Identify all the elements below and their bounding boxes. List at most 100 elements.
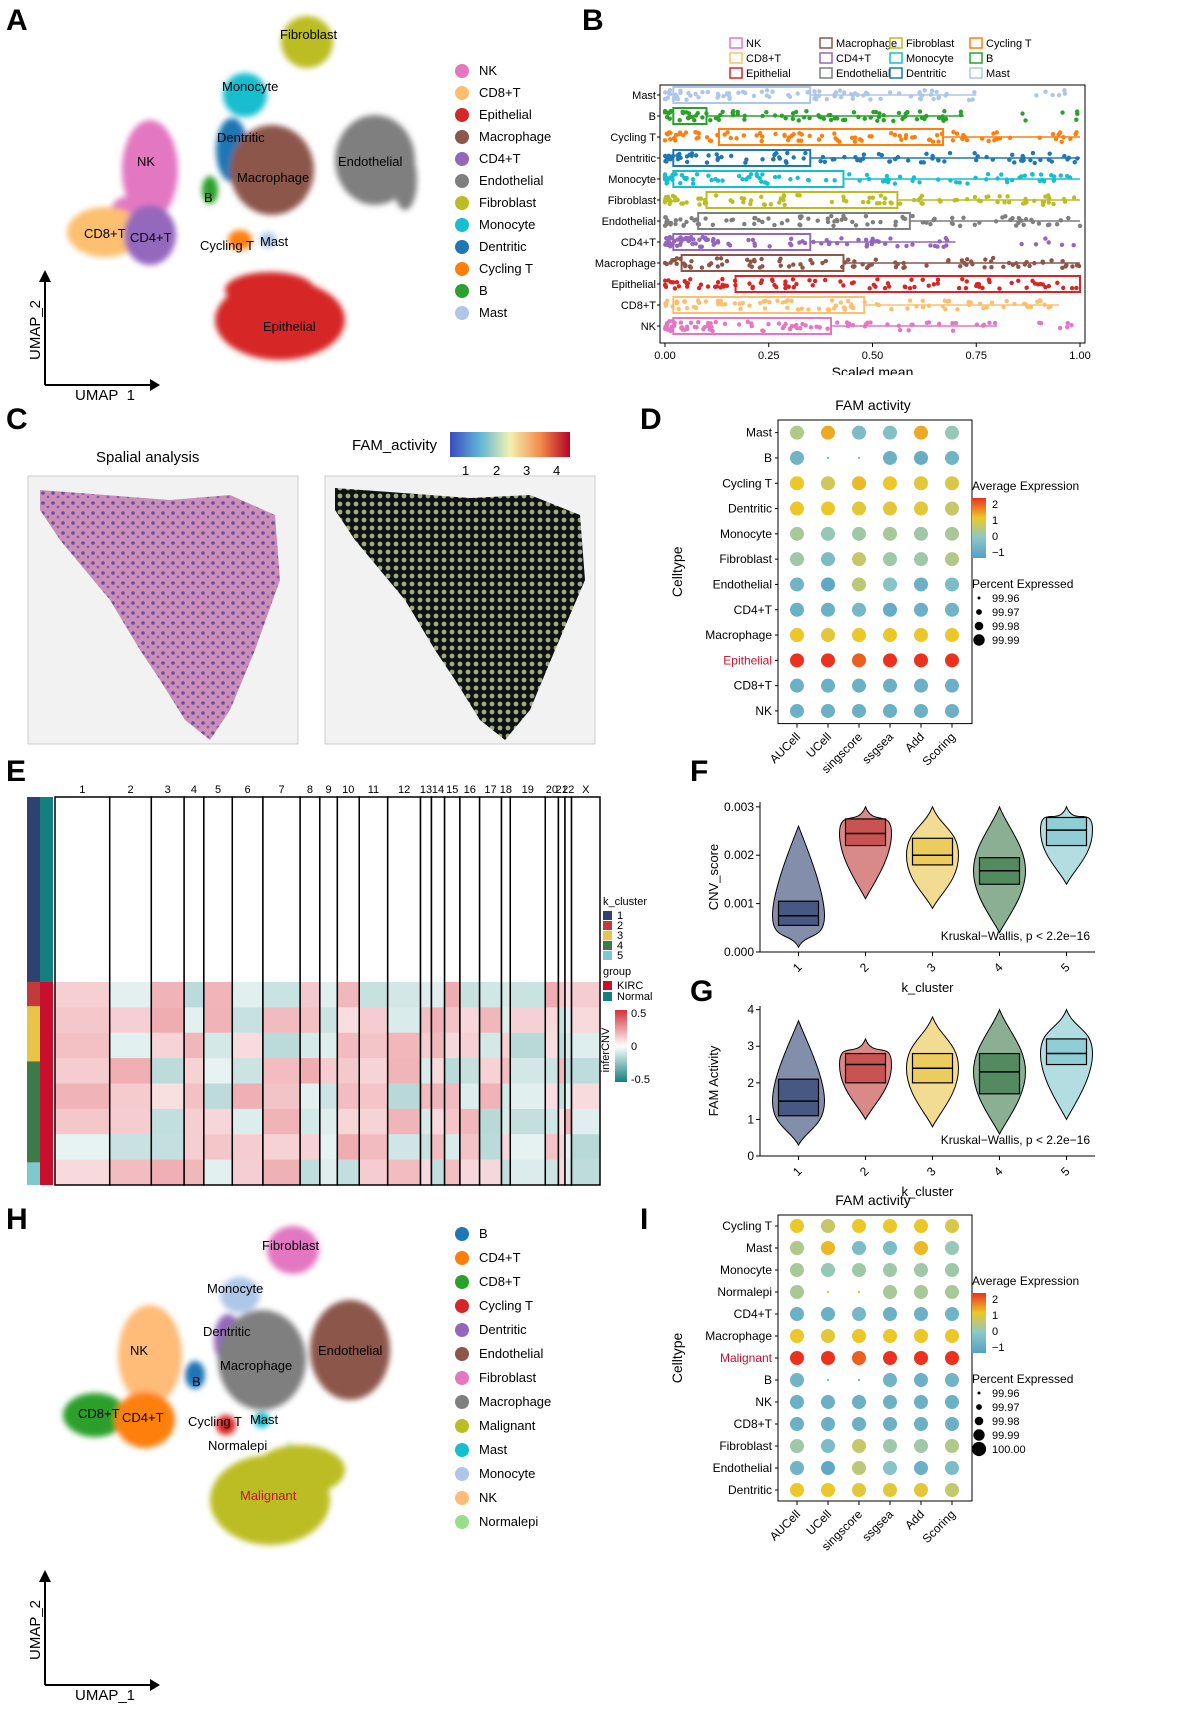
b-point xyxy=(747,281,752,286)
dot-mark xyxy=(914,577,928,592)
b-point xyxy=(806,307,811,312)
b-point xyxy=(989,300,995,305)
dot-row-label: Fibroblast xyxy=(719,552,772,566)
cluster-h-fibroblast xyxy=(267,1226,319,1274)
b-point xyxy=(752,243,758,248)
b-point xyxy=(727,243,733,248)
cnv-cell xyxy=(232,981,263,1008)
b-point xyxy=(936,115,942,121)
b-point xyxy=(814,324,819,329)
chromosome-label: 19 xyxy=(522,784,534,796)
dot-mark xyxy=(790,1417,804,1431)
b-point xyxy=(833,136,838,141)
violin-box xyxy=(844,818,887,847)
b-point xyxy=(713,193,719,198)
dot-ylabel: Celltype xyxy=(669,546,685,597)
b-point xyxy=(668,326,674,331)
cnv-cell xyxy=(459,981,480,1008)
b-point xyxy=(747,263,752,268)
b-point xyxy=(883,241,888,247)
legend-label: Fibroblast xyxy=(479,195,537,211)
cnv-cell xyxy=(459,1083,480,1109)
dot-size-swatch xyxy=(974,1416,984,1426)
dot-mark xyxy=(945,1307,959,1321)
b-point xyxy=(690,177,696,182)
b-point xyxy=(889,307,894,312)
dot-size-swatch xyxy=(974,621,984,631)
legend-item: CD4+T xyxy=(455,150,521,166)
dot-mark xyxy=(945,1395,959,1409)
legend-item: CD4+T xyxy=(455,1249,521,1265)
b-point xyxy=(728,153,734,159)
cnv-cell xyxy=(319,1058,338,1084)
chromosome-label: 18 xyxy=(500,784,512,796)
b-series xyxy=(662,86,1068,104)
legend-item: Monocyte xyxy=(455,1465,535,1481)
legend-swatch xyxy=(455,305,469,320)
violin-group xyxy=(838,805,893,900)
chromosome-label: 11 xyxy=(368,784,379,796)
b-point xyxy=(698,282,704,287)
b-point xyxy=(928,92,934,97)
chromosome-bg xyxy=(262,797,301,1185)
b-point xyxy=(992,320,998,326)
b-point xyxy=(772,222,777,228)
b-category-label: Mast xyxy=(632,90,656,102)
b-point xyxy=(905,109,910,115)
b-series xyxy=(662,149,1080,167)
dot-row-label: Cycling T xyxy=(722,1219,772,1233)
dot-mark xyxy=(821,1263,835,1277)
dot-mark xyxy=(852,1329,866,1343)
b-point xyxy=(1032,260,1037,266)
b-point xyxy=(1047,195,1052,201)
legend-swatch xyxy=(455,1418,469,1433)
b-box xyxy=(672,86,812,104)
dot-xtick-label: ssgsea xyxy=(859,730,896,767)
b-point xyxy=(1038,157,1043,163)
dot-mark xyxy=(914,1219,928,1233)
b-series xyxy=(662,191,1080,209)
b-point xyxy=(693,130,698,135)
b-point xyxy=(708,138,714,144)
legend-b-item: Cycling T xyxy=(969,37,1032,50)
cnv-cell xyxy=(203,1007,233,1033)
b-point xyxy=(957,223,963,229)
b-point xyxy=(1047,151,1052,156)
b-point xyxy=(777,200,782,205)
b-point xyxy=(781,193,787,199)
b-point xyxy=(875,277,880,282)
cnv-cell xyxy=(479,981,502,1008)
b-point xyxy=(684,200,689,205)
dot-mark xyxy=(883,1461,897,1475)
b-point xyxy=(786,284,791,289)
dot-mark xyxy=(852,1351,866,1365)
legend-label: B xyxy=(479,1226,488,1242)
chromosome-block xyxy=(509,796,547,1186)
cnv-cell xyxy=(337,1108,360,1135)
b-point xyxy=(806,177,811,183)
b-point xyxy=(702,324,707,330)
cnv-cell xyxy=(319,1134,338,1160)
b-point xyxy=(1016,264,1021,270)
b-point xyxy=(742,113,747,119)
b-point xyxy=(907,298,913,303)
violin-ytick-label: 0.003 xyxy=(724,800,754,814)
b-point xyxy=(668,137,673,142)
b-point xyxy=(930,139,936,144)
dot-mark xyxy=(914,1351,928,1365)
b-point xyxy=(792,324,798,329)
b-point xyxy=(799,132,804,137)
cnv-cell xyxy=(545,1007,559,1033)
b-point xyxy=(797,222,802,227)
b-point xyxy=(868,115,873,120)
violin-box xyxy=(777,1078,820,1117)
b-point xyxy=(789,298,794,304)
b-point xyxy=(695,111,700,116)
b-point xyxy=(703,216,708,221)
cnv-cell xyxy=(55,1134,110,1160)
b-point xyxy=(686,111,692,116)
cnv-cell xyxy=(564,1007,572,1033)
b-point xyxy=(817,89,822,94)
b-point xyxy=(882,196,888,201)
